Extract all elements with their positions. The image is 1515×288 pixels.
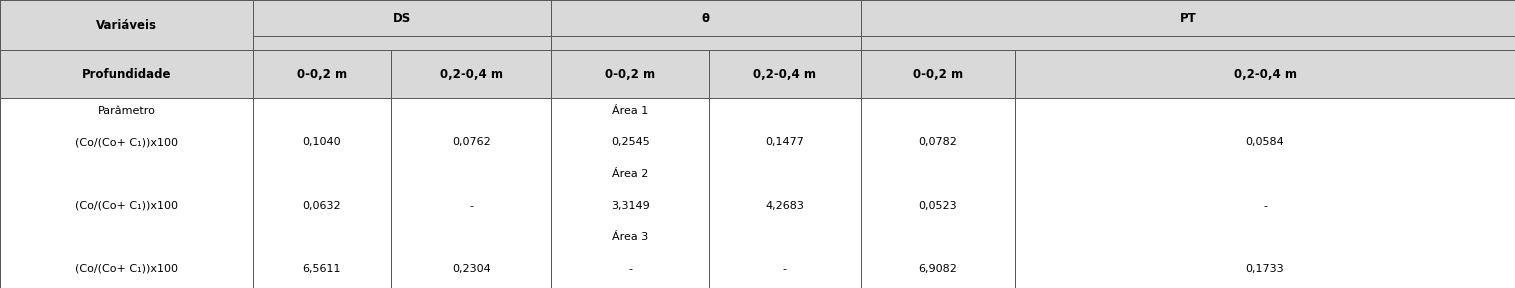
Text: 0,1040: 0,1040 [303,137,341,147]
Text: 0,2-0,4 m: 0,2-0,4 m [753,68,817,81]
Text: Área 1: Área 1 [612,106,648,115]
Text: PT: PT [1179,12,1197,25]
Text: 0,2304: 0,2304 [451,264,491,274]
Text: 6,9082: 6,9082 [918,264,957,274]
Text: 0,2-0,4 m: 0,2-0,4 m [1233,68,1297,81]
Text: 0,0762: 0,0762 [451,137,491,147]
Text: 4,2683: 4,2683 [765,201,804,211]
Text: -: - [1264,201,1267,211]
Text: DS: DS [392,12,412,25]
Text: θ: θ [701,12,711,25]
Text: 0-0,2 m: 0-0,2 m [912,68,964,81]
Text: (Co/(Co+ C₁))x100: (Co/(Co+ C₁))x100 [76,264,177,274]
Text: 0,1477: 0,1477 [765,137,804,147]
Text: Área 3: Área 3 [612,232,648,242]
Text: Profundidade: Profundidade [82,68,171,81]
Text: -: - [629,264,632,274]
Text: 0-0,2 m: 0-0,2 m [604,68,656,81]
Text: (Co/(Co+ C₁))x100: (Co/(Co+ C₁))x100 [76,201,177,211]
Text: 6,5611: 6,5611 [303,264,341,274]
Text: 0-0,2 m: 0-0,2 m [297,68,347,81]
Bar [0,98,1515,288]
Text: 3,3149: 3,3149 [611,201,650,211]
Text: 0,1733: 0,1733 [1245,264,1285,274]
Bar [0,0,1515,98]
Text: Área 2: Área 2 [612,169,648,179]
Text: -: - [783,264,786,274]
Text: Parâmetro: Parâmetro [97,106,156,115]
Text: 0,2-0,4 m: 0,2-0,4 m [439,68,503,81]
Text: 0,0584: 0,0584 [1245,137,1285,147]
Text: 0,0523: 0,0523 [918,201,957,211]
Text: Variáveis: Variáveis [95,19,158,32]
Text: 0,0632: 0,0632 [303,201,341,211]
Text: -: - [470,201,473,211]
Text: (Co/(Co+ C₁))x100: (Co/(Co+ C₁))x100 [76,137,177,147]
Text: 0,0782: 0,0782 [918,137,957,147]
Text: 0,2545: 0,2545 [611,137,650,147]
